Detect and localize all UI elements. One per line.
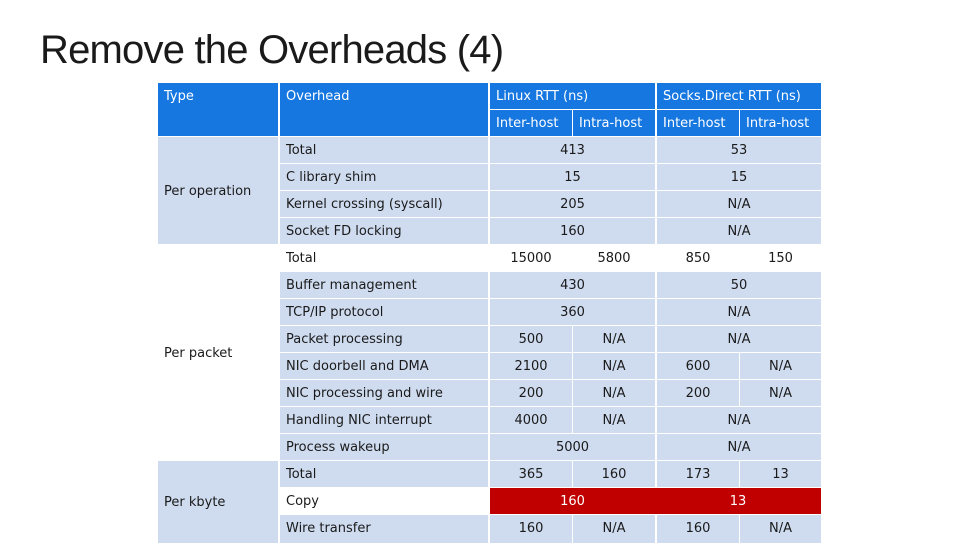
cell-c-library-shim-socks: 15 (657, 164, 821, 190)
cell-kb-total-linux-intra: 160 (573, 461, 655, 487)
cell-nic-doorbell-linux-intra: N/A (573, 353, 655, 379)
cell-nic-processing-socks-inter: 200 (657, 380, 739, 406)
col-header-socks-inter: Inter-host (657, 110, 739, 136)
cell-buffer-management-linux: 430 (490, 272, 655, 298)
cell-nic-processing-socks-intra: N/A (740, 380, 821, 406)
col-header-overhead: Overhead (280, 83, 488, 136)
col-header-socks-intra: Intra-host (740, 110, 821, 136)
group-cell-per-operation: Per operation (158, 137, 278, 244)
cell-kernel-crossing-socks: N/A (657, 191, 821, 217)
cell-tcpip-protocol-socks: N/A (657, 299, 821, 325)
row-label-socket-fd-locking: Socket FD locking (280, 218, 488, 244)
cell-op-total-linux: 413 (490, 137, 655, 163)
cell-nic-interrupt-linux-intra: N/A (573, 407, 655, 433)
col-header-type: Type (158, 83, 278, 136)
cell-tcpip-protocol-linux: 360 (490, 299, 655, 325)
row-label-nic-processing: NIC processing and wire (280, 380, 488, 406)
cell-nic-doorbell-socks-intra: N/A (740, 353, 821, 379)
group-cell-per-kbyte: Per kbyte (158, 461, 278, 543)
cell-pkt-total-socks-intra: 150 (740, 245, 821, 271)
row-label-nic-interrupt: Handling NIC interrupt (280, 407, 488, 433)
cell-nic-processing-linux-intra: N/A (573, 380, 655, 406)
group-label-per-packet: Per packet (164, 346, 233, 361)
cell-nic-doorbell-linux-inter: 2100 (490, 353, 572, 379)
cell-kb-total-socks-inter: 173 (657, 461, 739, 487)
cell-socket-fd-locking-linux: 160 (490, 218, 655, 244)
row-label-buffer-management: Buffer management (280, 272, 488, 298)
group-label-per-operation: Per operation (164, 184, 252, 199)
cell-wire-transfer-linux-intra: N/A (573, 515, 655, 543)
cell-wire-transfer-linux-inter: 160 (490, 515, 572, 543)
col-header-linux-intra: Intra-host (573, 110, 655, 136)
cell-wire-transfer-socks-intra: N/A (740, 515, 821, 543)
cell-process-wakeup-linux: 5000 (490, 434, 655, 460)
col-header-linux-rtt: Linux RTT (ns) (490, 83, 655, 109)
row-label-kb-total: Total (280, 461, 488, 487)
cell-pkt-total-socks-inter: 850 (657, 245, 739, 271)
group-cell-per-packet: Per packet (158, 245, 278, 460)
row-label-wire-transfer: Wire transfer (280, 515, 488, 543)
row-label-process-wakeup: Process wakeup (280, 434, 488, 460)
row-label-copy: Copy (280, 488, 488, 514)
page-title: Remove the Overheads (4) (40, 28, 504, 72)
row-label-pkt-total: Total (280, 245, 488, 271)
cell-packet-processing-linux-inter: 500 (490, 326, 572, 352)
row-label-kernel-crossing: Kernel crossing (syscall) (280, 191, 488, 217)
cell-buffer-management-socks: 50 (657, 272, 821, 298)
cell-op-total-socks: 53 (657, 137, 821, 163)
cell-nic-interrupt-linux-inter: 4000 (490, 407, 572, 433)
col-header-linux-inter: Inter-host (490, 110, 572, 136)
row-label-c-library-shim: C library shim (280, 164, 488, 190)
cell-copy-linux: 160 (490, 488, 655, 514)
cell-kernel-crossing-linux: 205 (490, 191, 655, 217)
cell-kb-total-linux-inter: 365 (490, 461, 572, 487)
cell-packet-processing-linux-intra: N/A (573, 326, 655, 352)
cell-wire-transfer-socks-inter: 160 (657, 515, 739, 543)
row-label-nic-doorbell: NIC doorbell and DMA (280, 353, 488, 379)
cell-pkt-total-linux-intra: 5800 (573, 245, 655, 271)
cell-kb-total-socks-intra: 13 (740, 461, 821, 487)
row-label-packet-processing: Packet processing (280, 326, 488, 352)
row-label-op-total: Total (280, 137, 488, 163)
group-label-per-kbyte: Per kbyte (164, 495, 226, 510)
cell-packet-processing-socks: N/A (657, 326, 821, 352)
cell-socket-fd-locking-socks: N/A (657, 218, 821, 244)
cell-nic-interrupt-socks: N/A (657, 407, 821, 433)
row-label-tcpip-protocol: TCP/IP protocol (280, 299, 488, 325)
cell-nic-processing-linux-inter: 200 (490, 380, 572, 406)
cell-c-library-shim-linux: 15 (490, 164, 655, 190)
cell-pkt-total-linux-inter: 15000 (490, 245, 572, 271)
cell-nic-doorbell-socks-inter: 600 (657, 353, 739, 379)
cell-process-wakeup-socks: N/A (657, 434, 821, 460)
col-header-socks-rtt: Socks.Direct RTT (ns) (657, 83, 821, 109)
cell-copy-socks: 13 (655, 488, 821, 514)
